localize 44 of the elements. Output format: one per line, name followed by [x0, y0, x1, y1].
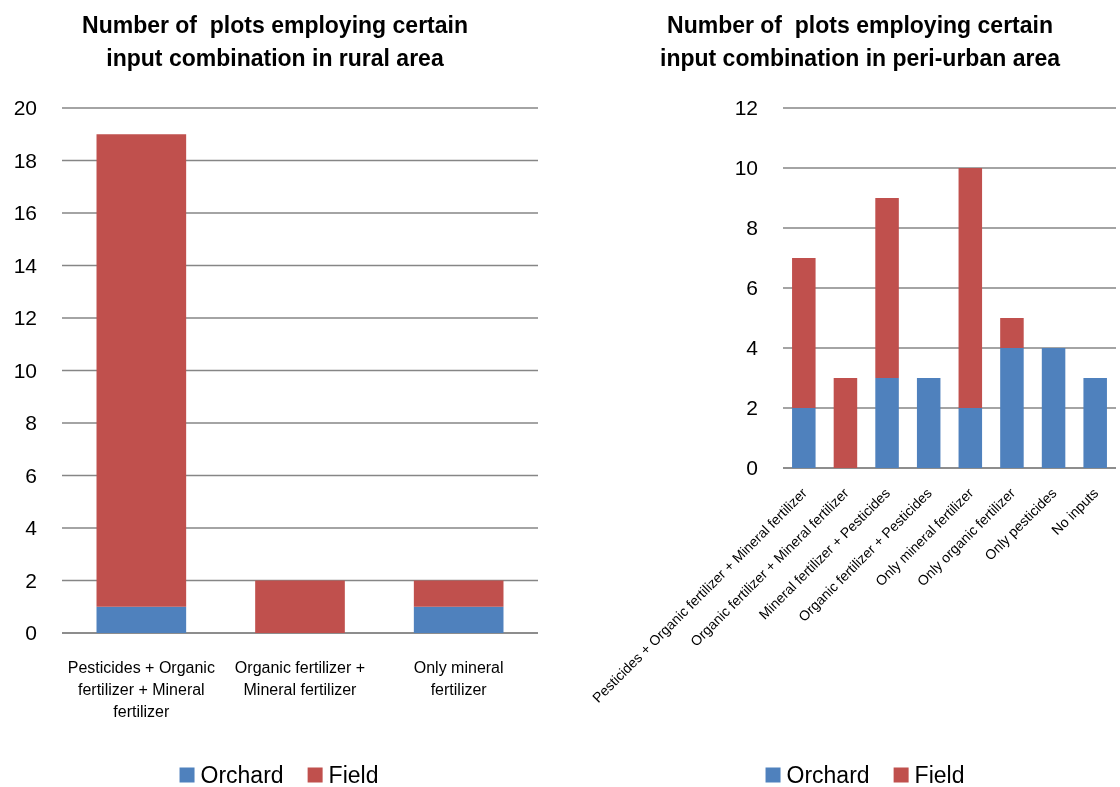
y-tick-label: 20: [13, 96, 37, 120]
y-tick-label: 6: [25, 463, 37, 487]
y-tick-label: 2: [25, 568, 37, 592]
y-tick-label: 2: [746, 396, 758, 420]
x-tick-label: Organic fertilizer + Mineral fertilizer: [234, 659, 366, 698]
bar: [1041, 348, 1066, 468]
legend-label: Orchard: [786, 762, 870, 787]
y-tick-label: 10: [13, 358, 37, 382]
bar: [1000, 348, 1024, 468]
x-tick-label: Only mineral fertilizer: [413, 659, 504, 698]
y-tick-label: 14: [13, 253, 38, 277]
x-tick-label: Pesticides + Organic fertilizer + Mineral fertilizer: [67, 659, 215, 720]
bar: [255, 580, 345, 633]
bar: [958, 408, 983, 468]
y-tick-label: 4: [25, 516, 38, 540]
bar: [413, 580, 504, 607]
bar: [1083, 378, 1107, 468]
bar: [1000, 318, 1024, 348]
bar: [958, 168, 983, 408]
chart-title: Number of plots employing certain input combination in peri-urban area: [660, 12, 1061, 71]
y-tick-label: 16: [13, 201, 37, 225]
bar: [96, 606, 187, 633]
y-tick-label: 12: [13, 306, 37, 330]
y-tick-label: 12: [734, 96, 758, 120]
legend-label: Orchard: [200, 762, 284, 787]
bar: [96, 134, 187, 607]
chart-title: Number of plots employing certain input combination in rural area: [82, 12, 468, 71]
bar: [875, 198, 899, 378]
bar: [792, 258, 816, 408]
legend-label: Field: [328, 762, 379, 787]
y-tick-label: 18: [13, 148, 37, 172]
y-tick-label: 10: [734, 156, 758, 180]
bar: [916, 378, 941, 468]
y-tick-label: 4: [746, 336, 759, 360]
y-tick-label: 8: [746, 216, 758, 240]
bar: [413, 606, 504, 633]
bar: [875, 378, 899, 468]
legend-label: Field: [914, 762, 965, 787]
y-tick-label: 6: [746, 276, 758, 300]
bar: [792, 408, 816, 468]
y-tick-label: 0: [25, 621, 37, 645]
y-tick-label: 8: [25, 411, 37, 435]
y-tick-label: 0: [746, 456, 758, 480]
bar: [833, 378, 858, 468]
